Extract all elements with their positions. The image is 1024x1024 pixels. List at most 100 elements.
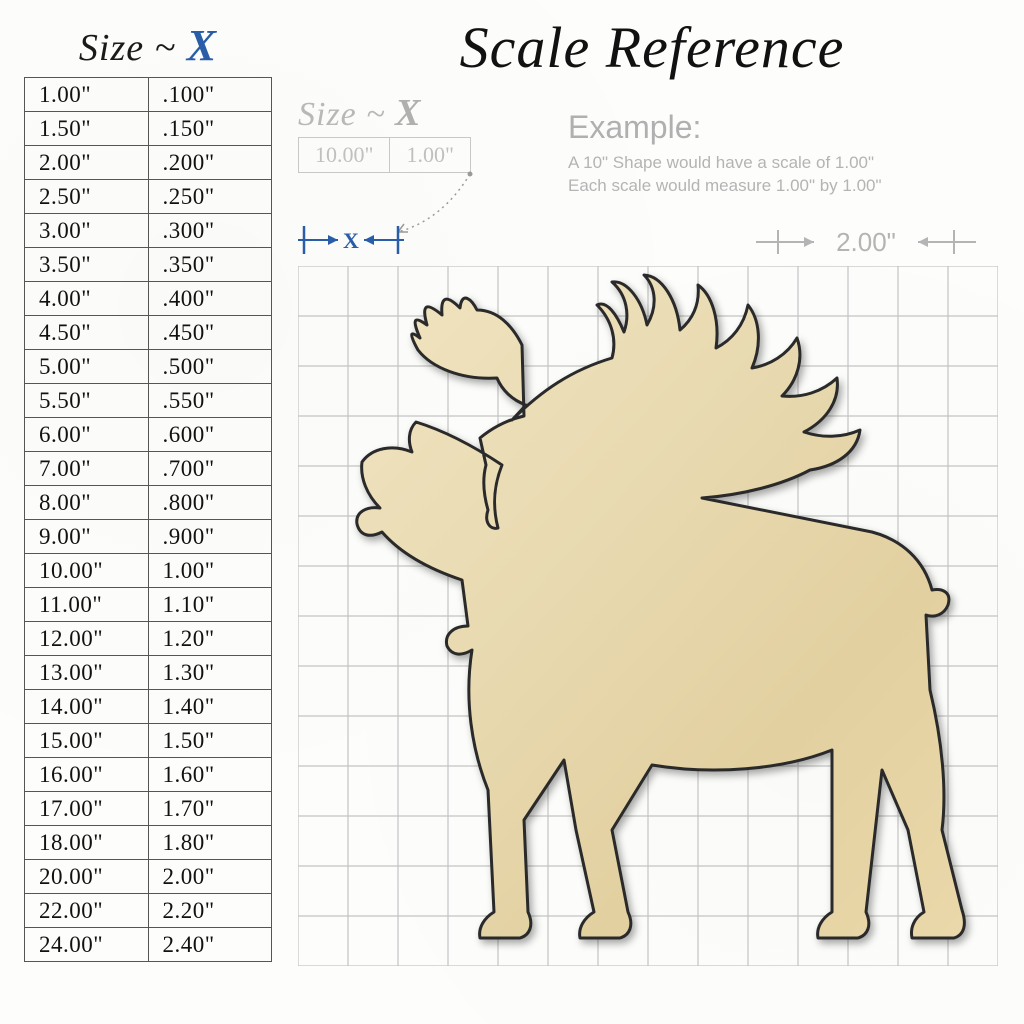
table-cell: 1.80" (148, 826, 272, 860)
table-cell: 2.40" (148, 928, 272, 962)
main-title: Scale Reference (298, 14, 1006, 81)
table-cell: .400" (148, 282, 272, 316)
table-cell: 1.20" (148, 622, 272, 656)
table-cell: .800" (148, 486, 272, 520)
table-row: 16.00"1.60" (25, 758, 272, 792)
table-cell: .100" (148, 78, 272, 112)
table-cell: .500" (148, 350, 272, 384)
table-cell: .450" (148, 316, 272, 350)
table-cell: .150" (148, 112, 272, 146)
table-cell: 20.00" (25, 860, 149, 894)
moose-icon (312, 270, 992, 970)
moose-shape (312, 270, 992, 970)
table-row: 4.00".400" (25, 282, 272, 316)
table-cell: 18.00" (25, 826, 149, 860)
table-cell: 2.20" (148, 894, 272, 928)
reference-panel: Scale Reference Size ~ X 10.00" 1.00" Ex… (272, 20, 1006, 1004)
table-cell: 2.00" (148, 860, 272, 894)
table-row: 15.00"1.50" (25, 724, 272, 758)
table-row: 1.50".150" (25, 112, 272, 146)
table-cell: 6.00" (25, 418, 149, 452)
sub-heading-prefix: Size ~ (298, 96, 395, 133)
table-row: 5.50".550" (25, 384, 272, 418)
table-cell: 3.50" (25, 248, 149, 282)
scale-2in-label: 2.00" (756, 227, 976, 258)
table-row: 17.00"1.70" (25, 792, 272, 826)
table-cell: 1.00" (148, 554, 272, 588)
table-cell: .300" (148, 214, 272, 248)
table-cell: 11.00" (25, 588, 149, 622)
example-block: Example: A 10" Shape would have a scale … (548, 91, 1006, 198)
table-cell: 15.00" (25, 724, 149, 758)
page-root: Size ~ X 1.00".100"1.50".150"2.00".200"2… (0, 0, 1024, 1024)
table-row: 9.00".900" (25, 520, 272, 554)
table-cell: 4.50" (25, 316, 149, 350)
table-row: 4.50".450" (25, 316, 272, 350)
table-row: 20.00"2.00" (25, 860, 272, 894)
size-table-panel: Size ~ X 1.00".100"1.50".150"2.00".200"2… (24, 20, 272, 1004)
table-cell: 3.00" (25, 214, 149, 248)
table-cell: 9.00" (25, 520, 149, 554)
table-cell: .350" (148, 248, 272, 282)
table-row: 24.00"2.40" (25, 928, 272, 962)
table-cell: .200" (148, 146, 272, 180)
table-cell: 1.60" (148, 758, 272, 792)
table-row: 10.00" 1.00" (299, 138, 471, 173)
table-cell: .900" (148, 520, 272, 554)
table-row: 3.00".300" (25, 214, 272, 248)
table-cell: 4.00" (25, 282, 149, 316)
table-cell: 1.70" (148, 792, 272, 826)
table-cell: 1.40" (148, 690, 272, 724)
table-cell: 24.00" (25, 928, 149, 962)
x-dimension-indicator: X (298, 220, 438, 260)
table-cell: .600" (148, 418, 272, 452)
table-cell: 5.50" (25, 384, 149, 418)
size-table-heading: Size ~ X (24, 20, 272, 71)
table-row: 14.00"1.40" (25, 690, 272, 724)
mini-cell-x: 1.00" (390, 138, 470, 173)
table-row: 2.00".200" (25, 146, 272, 180)
table-row: 18.00"1.80" (25, 826, 272, 860)
mini-cell-size: 10.00" (299, 138, 390, 173)
table-cell: 2.00" (25, 146, 149, 180)
table-cell: 10.00" (25, 554, 149, 588)
table-cell: 1.30" (148, 656, 272, 690)
table-row: 22.00"2.20" (25, 894, 272, 928)
table-cell: .700" (148, 452, 272, 486)
table-row: 5.00".500" (25, 350, 272, 384)
table-cell: .550" (148, 384, 272, 418)
sub-heading: Size ~ X (298, 91, 548, 135)
table-cell: 8.00" (25, 486, 149, 520)
table-cell: .250" (148, 180, 272, 214)
table-cell: 14.00" (25, 690, 149, 724)
table-cell: 5.00" (25, 350, 149, 384)
x-indicator-label: X (343, 228, 359, 253)
table-row: 10.00"1.00" (25, 554, 272, 588)
table-cell: 13.00" (25, 656, 149, 690)
sub-table-block: Size ~ X 10.00" 1.00" (298, 91, 548, 173)
example-line1: A 10" Shape would have a scale of 1.00" (568, 152, 1006, 175)
size-table: 1.00".100"1.50".150"2.00".200"2.50".250"… (24, 77, 272, 962)
table-row: 13.00"1.30" (25, 656, 272, 690)
mini-table: 10.00" 1.00" (298, 137, 471, 173)
heading-x: X (187, 21, 217, 70)
table-cell: 12.00" (25, 622, 149, 656)
scale-2in-indicator: 2.00" (756, 224, 976, 260)
table-cell: 1.10" (148, 588, 272, 622)
table-row: 6.00".600" (25, 418, 272, 452)
heading-prefix: Size ~ (79, 27, 187, 69)
table-cell: 1.50" (148, 724, 272, 758)
table-cell: 7.00" (25, 452, 149, 486)
table-row: 3.50".350" (25, 248, 272, 282)
table-row: 8.00".800" (25, 486, 272, 520)
table-cell: 16.00" (25, 758, 149, 792)
table-row: 11.00"1.10" (25, 588, 272, 622)
example-line2: Each scale would measure 1.00" by 1.00" (568, 175, 1006, 198)
table-cell: 1.50" (25, 112, 149, 146)
table-cell: 22.00" (25, 894, 149, 928)
table-cell: 1.00" (25, 78, 149, 112)
example-title: Example: (568, 109, 1006, 146)
sub-heading-x: X (395, 92, 421, 134)
table-cell: 2.50" (25, 180, 149, 214)
table-cell: 17.00" (25, 792, 149, 826)
